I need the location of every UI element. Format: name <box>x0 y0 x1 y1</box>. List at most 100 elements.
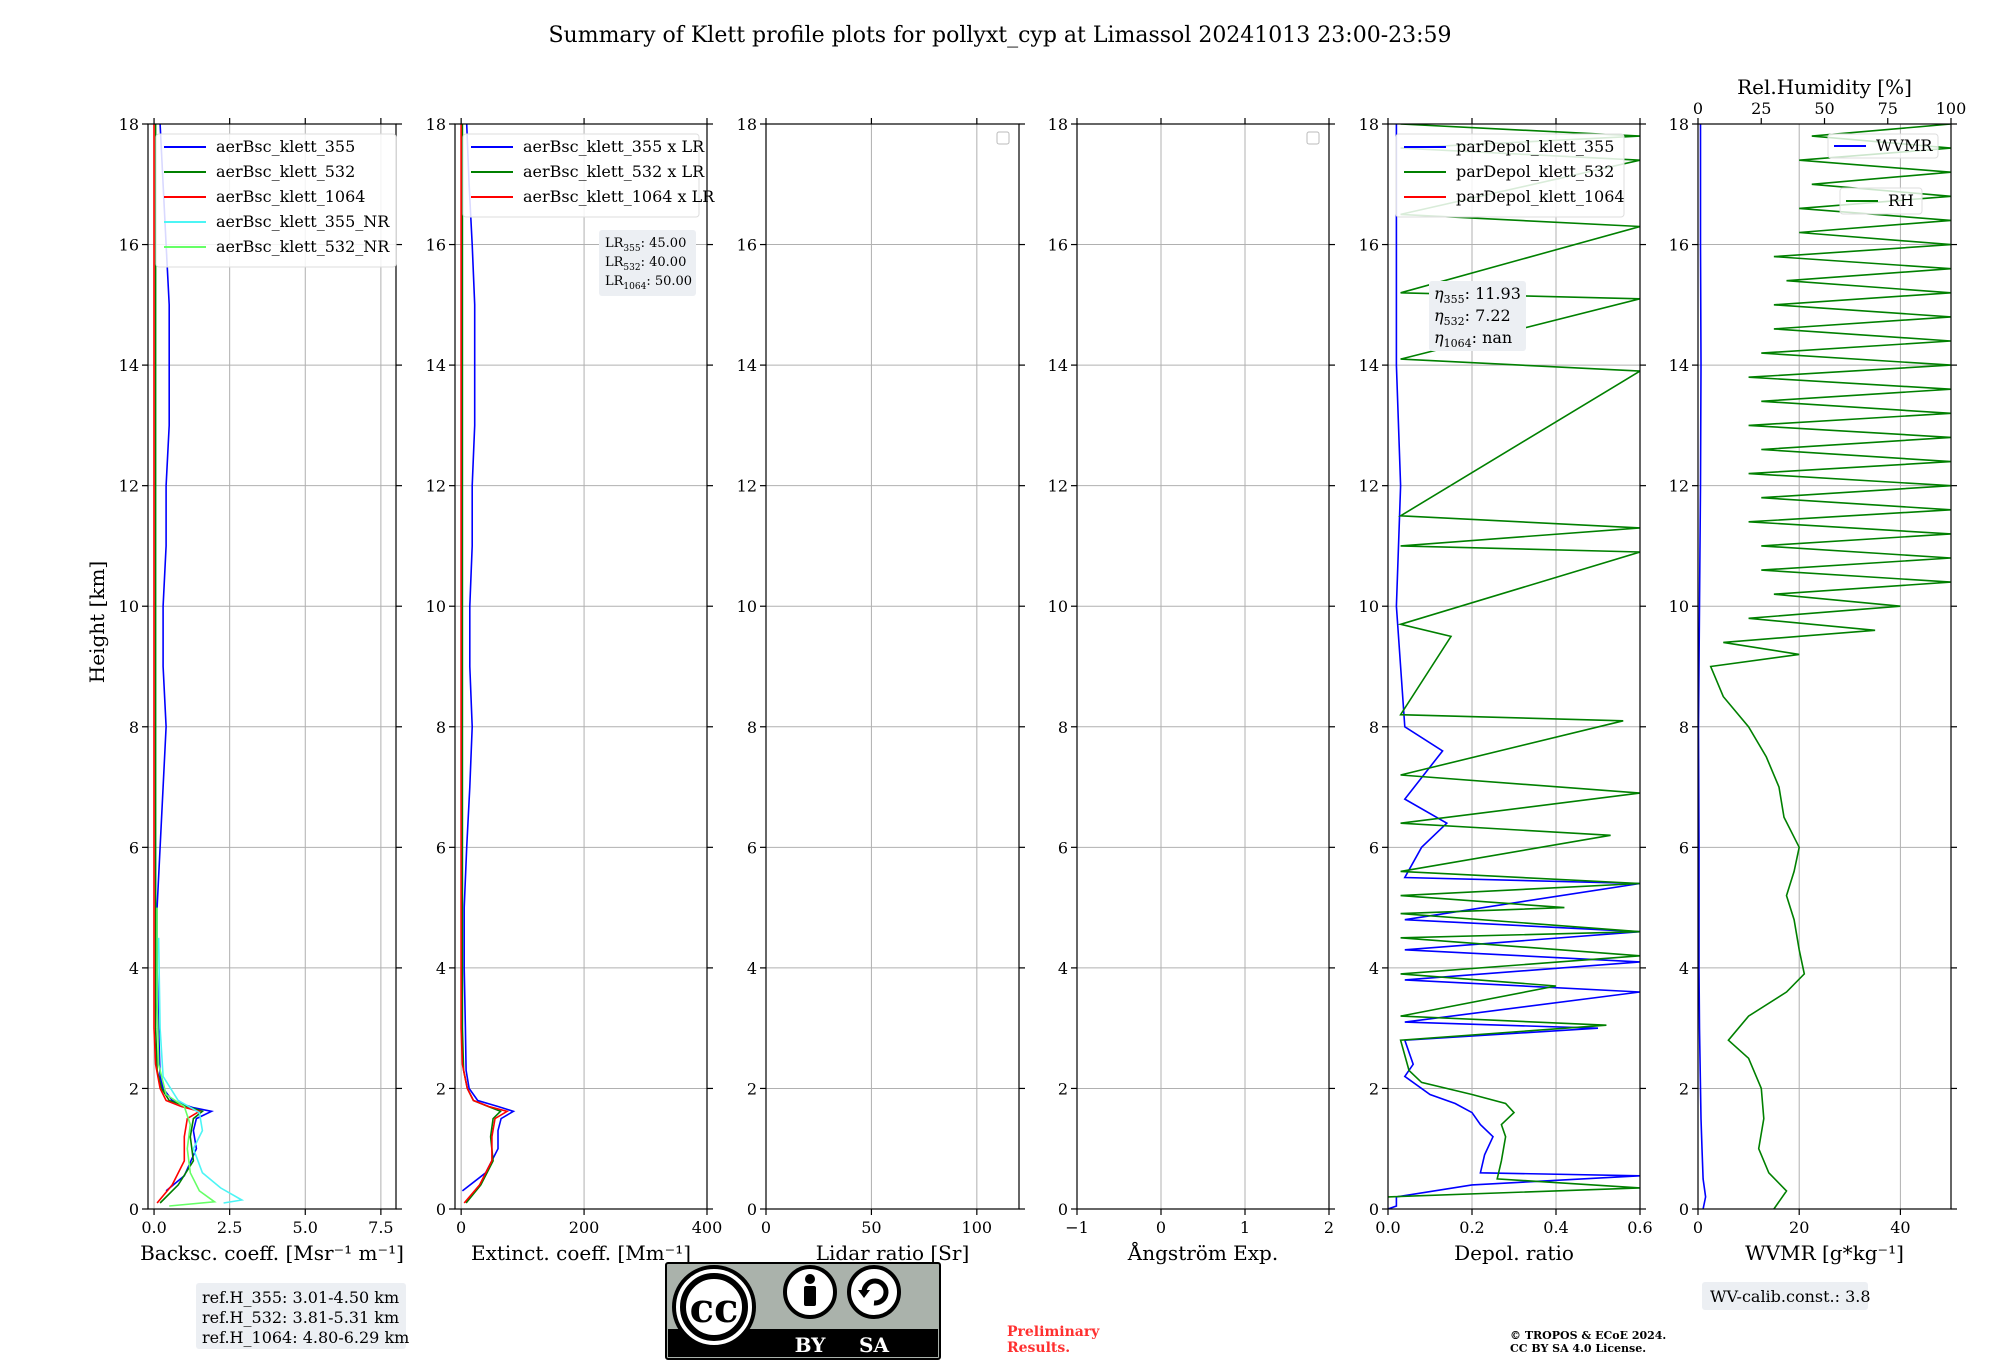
eta1064-label: η <box>1434 328 1444 347</box>
y-tick-label: 12 <box>1669 477 1689 496</box>
legend-label: WVMR <box>1876 136 1933 155</box>
eta532-value: : 7.22 <box>1465 306 1511 325</box>
legend-wvmr: WVMR <box>1827 133 1939 159</box>
y-tick-label: 0 <box>1369 1200 1379 1219</box>
y-tick-label: 0 <box>1058 1200 1068 1219</box>
lidar-ratio-annotation: LR355: 45.00 LR532: 40.00 LR1064: 50.00 <box>599 230 696 296</box>
y-tick-label: 10 <box>1669 597 1689 616</box>
legend-label: aerBsc_klett_355 x LR <box>523 137 705 156</box>
sa-label: SA <box>859 1333 889 1357</box>
cc-label: cc <box>690 1285 739 1332</box>
series-line-aerBsc_klett_532 <box>154 124 205 1204</box>
y-tick-label: 4 <box>1369 959 1379 978</box>
by-label: BY <box>795 1333 827 1357</box>
x-axis-label: WVMR [g*kg⁻¹] <box>1745 1241 1904 1265</box>
series-line-aerBsc_klett_355 x LR <box>461 124 516 1192</box>
x-tick-label: 5.0 <box>293 1218 318 1237</box>
axes-frame <box>765 123 1020 1210</box>
y-tick-label: 0 <box>1679 1200 1689 1219</box>
lr1064-label: LR <box>605 274 625 289</box>
y-tick-label: 16 <box>1048 236 1068 255</box>
top-x-tick-label: 50 <box>1814 99 1834 118</box>
empty-legend <box>996 131 1010 145</box>
y-tick-label: 2 <box>1679 1079 1689 1098</box>
wv-calibration-text: WV-calib.const.: 3.8 <box>1710 1287 1871 1306</box>
y-tick-label: 2 <box>1369 1079 1379 1098</box>
y-tick-label: 4 <box>436 959 446 978</box>
y-tick-label: 0 <box>436 1200 446 1219</box>
y-tick-label: 16 <box>737 236 757 255</box>
x-tick-label: 0.0 <box>1375 1218 1400 1237</box>
y-tick-label: 6 <box>747 838 757 857</box>
x-tick-label: 20 <box>1789 1218 1809 1237</box>
eta1064-sub: 1064 <box>1444 337 1472 350</box>
x-tick-label: 400 <box>692 1218 723 1237</box>
lr532-sub: 532 <box>623 263 640 273</box>
series-line-RH <box>1709 124 1951 1209</box>
panel-lidar-ratio: 0 2 4 6 8 10 12 14 16 18 0 50 100 Lidar ratio [Sr] <box>737 115 1025 1265</box>
svg-text:LR355: 45.00: LR355: 45.00 <box>605 236 686 254</box>
y-tick-label: 10 <box>426 597 446 616</box>
copyright-line1: © TROPOS & ECoE 2024. <box>1510 1329 1666 1342</box>
y-tick-label: 10 <box>1359 597 1379 616</box>
preliminary-results-line1: Preliminary <box>1007 1324 1100 1340</box>
figure-title: Summary of Klett profile plots for polly… <box>548 23 1451 48</box>
eta1064-value: : nan <box>1472 328 1513 347</box>
x-tick-label: 200 <box>569 1218 600 1237</box>
series-line-aerBsc_klett_532_NR <box>156 907 217 1207</box>
y-tick-label: 6 <box>1369 838 1379 857</box>
y-tick-label: 14 <box>737 356 757 375</box>
y-tick-label: 4 <box>747 959 757 978</box>
legend-label: RH <box>1888 191 1914 210</box>
panel-backscatter: 0 2 4 6 8 10 12 14 16 18 0.0 2.5 5.0 7.5 Backsc. coeff… <box>119 115 404 1265</box>
copyright-line2: CC BY SA 4.0 License. <box>1510 1342 1646 1355</box>
top-x-axis-label: Rel.Humidity [%] <box>1737 75 1912 99</box>
eta532-label: η <box>1434 306 1444 325</box>
y-tick-label: 6 <box>129 838 139 857</box>
legend: aerBsc_klett_355 aerBsc_klett_532 aerBsc_k… <box>155 133 397 268</box>
y-tick-label: 12 <box>1048 477 1068 496</box>
legend-label: aerBsc_klett_1064 x LR <box>523 187 715 206</box>
lr355-sub: 355 <box>623 244 640 254</box>
x-axis-label: Depol. ratio <box>1454 1241 1574 1265</box>
axes-frame <box>147 123 397 1210</box>
y-tick-label: 18 <box>1048 115 1068 134</box>
axes-frame <box>1387 123 1641 1210</box>
legend-label: aerBsc_klett_532_NR <box>216 237 390 256</box>
legend-label: aerBsc_klett_532 x LR <box>523 162 705 181</box>
top-x-tick-label: 0 <box>1693 99 1703 118</box>
cc-license-badge[interactable]: cc BY SA <box>665 1262 941 1360</box>
legend-label: aerBsc_klett_532 <box>216 162 355 181</box>
x-tick-label: 0 <box>1693 1218 1703 1237</box>
eta-annotation: η355: 11.93 η532: 7.22 η1064: nan <box>1429 281 1526 351</box>
y-tick-label: 4 <box>1679 959 1689 978</box>
y-tick-label: 0 <box>129 1200 139 1219</box>
y-tick-label: 16 <box>119 236 139 255</box>
axes-frame <box>1076 123 1330 1210</box>
svg-text:η355: 11.93: η355: 11.93 <box>1434 284 1521 306</box>
x-axis-label: Backsc. coeff. [Msr⁻¹ m⁻¹] <box>140 1241 404 1265</box>
y-tick-label: 18 <box>119 115 139 134</box>
ref-height-355: ref.H_355: 3.01-4.50 km <box>202 1288 399 1307</box>
y-tick-label: 10 <box>1048 597 1068 616</box>
y-tick-label: 2 <box>747 1079 757 1098</box>
y-tick-label: 0 <box>747 1200 757 1219</box>
y-tick-label: 6 <box>1058 838 1068 857</box>
x-tick-label: 0 <box>761 1218 771 1237</box>
y-tick-label: 10 <box>119 597 139 616</box>
y-tick-label: 4 <box>129 959 139 978</box>
legend-label: aerBsc_klett_355 <box>216 137 355 156</box>
legend: parDepol_klett_355 parDepol_klett_532 parD… <box>1395 133 1625 218</box>
x-tick-label: 0 <box>456 1218 466 1237</box>
y-tick-label: 16 <box>426 236 446 255</box>
wv-calibration-box: WV-calib.const.: 3.8 <box>1702 1282 1871 1310</box>
x-tick-label: 0.2 <box>1459 1218 1484 1237</box>
legend-label: aerBsc_klett_355_NR <box>216 212 390 231</box>
y-tick-label: 10 <box>737 597 757 616</box>
legend-label: parDepol_klett_532 <box>1456 162 1614 181</box>
x-tick-label: 50 <box>861 1218 881 1237</box>
y-tick-label: 14 <box>426 356 446 375</box>
y-tick-label: 6 <box>436 838 446 857</box>
